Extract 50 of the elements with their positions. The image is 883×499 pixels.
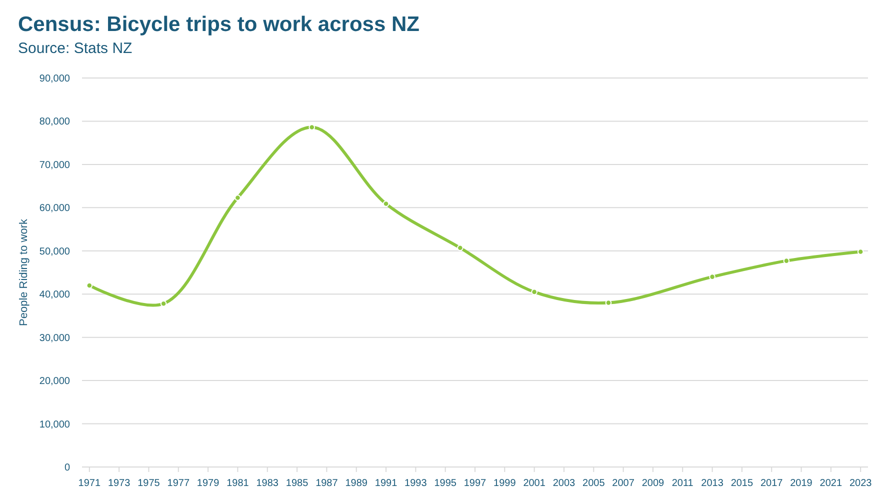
- y-tick-label: 40,000: [39, 290, 70, 301]
- chart-subtitle: Source: Stats NZ: [18, 40, 132, 57]
- x-tick-label: 2005: [582, 478, 606, 489]
- x-tick-label: 1999: [494, 478, 516, 489]
- x-tick-label: 2021: [820, 478, 842, 489]
- y-axis-title: People Riding to work: [18, 218, 30, 326]
- x-tick-label: 1979: [196, 478, 220, 489]
- x-tick-label: 1991: [374, 478, 398, 489]
- x-tick-label: 1977: [167, 478, 190, 489]
- point: [605, 300, 612, 306]
- x-tick-label: 1971: [78, 478, 101, 489]
- point: [531, 288, 538, 296]
- y-tick-label: 80,000: [39, 116, 70, 128]
- y-tick-label: 50,000: [39, 246, 70, 258]
- point: [382, 200, 390, 207]
- x-tick-label: 2015: [730, 478, 754, 489]
- chart-title: Census: Bicycle trips to work across NZ: [18, 13, 420, 36]
- x-tick-label: 1997: [464, 478, 487, 489]
- x-tick-label: 2023: [849, 478, 872, 489]
- x-tick-label: 1985: [286, 478, 309, 489]
- y-tick-label: 0: [64, 462, 70, 474]
- y-tick-label: 30,000: [39, 332, 70, 344]
- point: [86, 282, 93, 289]
- y-tick-label: 10,000: [39, 419, 70, 430]
- point: [857, 248, 864, 255]
- x-tick-label: 1981: [226, 478, 250, 489]
- x-tick-label: 1983: [256, 478, 279, 489]
- x-tick-label: 2003: [552, 478, 576, 489]
- x-tick-label: 2019: [790, 478, 813, 489]
- x-tick-label: 2009: [642, 478, 665, 489]
- x-tick-label: 1975: [138, 478, 160, 489]
- y-tick-label: 90,000: [39, 74, 70, 84]
- point: [234, 194, 241, 201]
- x-tick-label: 2011: [672, 478, 694, 489]
- x-tick-label: 1987: [316, 478, 338, 489]
- point: [783, 258, 790, 264]
- x-tick-label: 2017: [760, 478, 784, 489]
- point: [160, 300, 167, 307]
- y-tick-label: 20,000: [39, 376, 70, 388]
- point: [308, 124, 316, 130]
- x-tick-label: 2007: [612, 478, 635, 489]
- x-tick-label: 2013: [701, 478, 724, 489]
- y-tick-label: 60,000: [39, 203, 70, 214]
- point: [457, 244, 464, 252]
- x-tick-label: 2001: [523, 478, 546, 489]
- x-tick-label: 1995: [434, 478, 457, 489]
- y-tick-label: 70,000: [39, 160, 70, 171]
- x-tick-label: 1993: [404, 478, 428, 489]
- x-tick-label: 1989: [345, 478, 368, 489]
- x-tick-label: 1973: [108, 478, 131, 489]
